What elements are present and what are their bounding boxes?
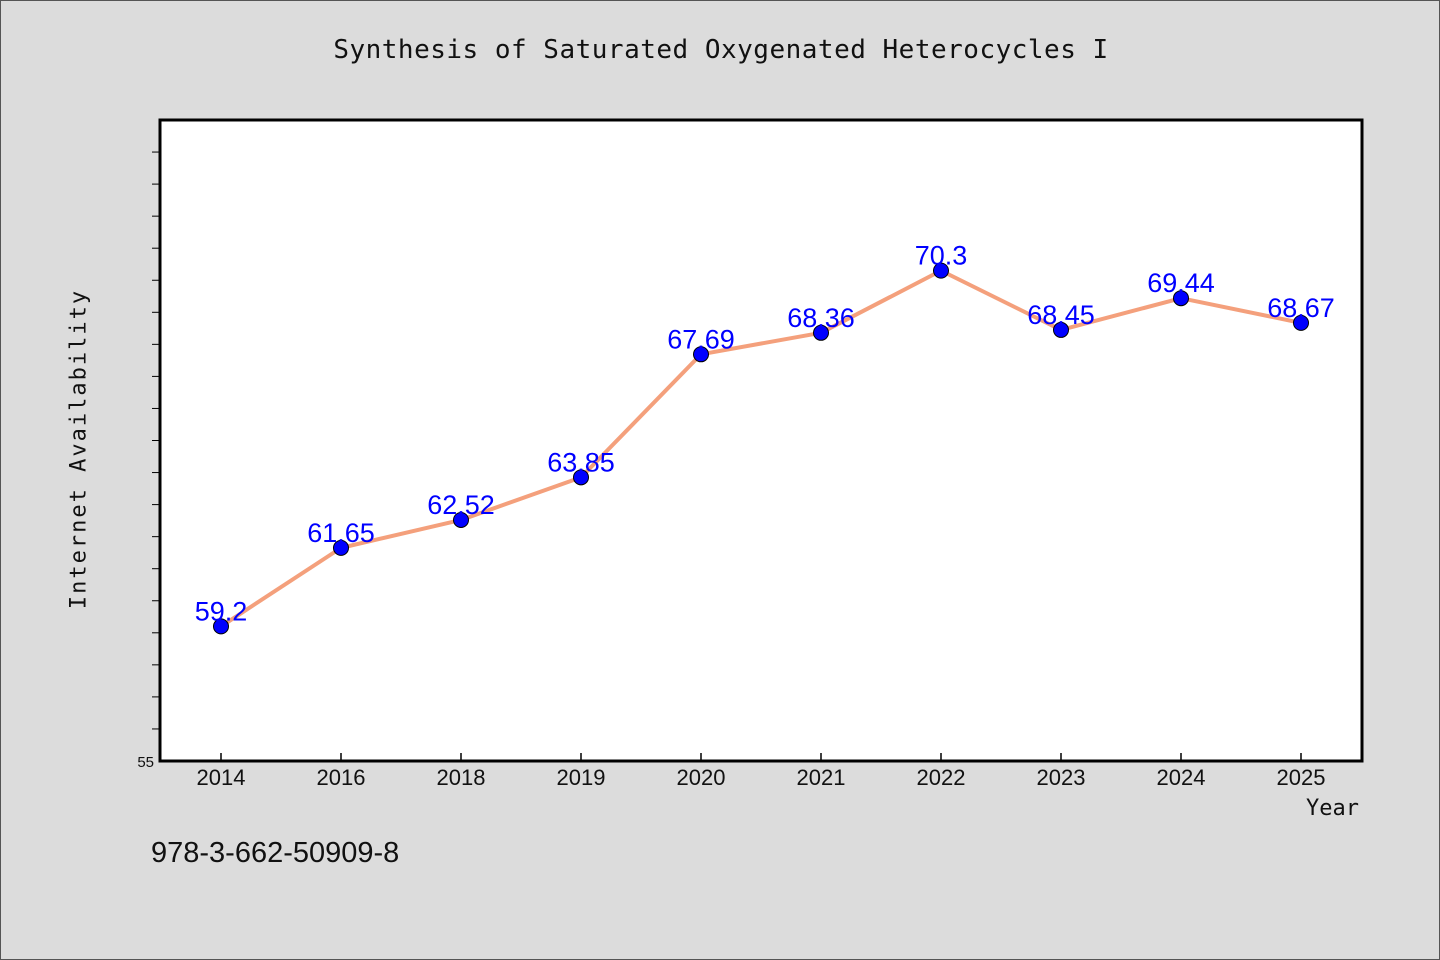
data-point-2021: [813, 324, 829, 341]
data-point-2023: [1053, 321, 1069, 338]
data-point-2024: [1173, 290, 1189, 307]
x-tick-label-2016: 2016: [317, 765, 366, 790]
data-label-2022: 70.3: [915, 241, 968, 271]
chart-title: Synthesis of Saturated Oxygenated Hetero…: [333, 35, 1109, 65]
data-label-2025: 68.67: [1267, 293, 1335, 323]
data-label-2018: 62.52: [427, 490, 495, 520]
data-point-2020: [693, 346, 709, 363]
data-point-2025: [1293, 314, 1309, 331]
data-label-2014: 59.2: [195, 596, 248, 626]
data-label-2024: 69.44: [1147, 268, 1215, 298]
data-point-2022: [933, 262, 949, 279]
data-point-2016: [333, 539, 349, 556]
data-label-2021: 68.36: [787, 303, 855, 333]
x-tick-label-2025: 2025: [1277, 765, 1326, 790]
series-line-0: [219, 268, 1302, 629]
x-tick-label-2020: 2020: [677, 765, 726, 790]
data-label-2023: 68.45: [1027, 300, 1095, 330]
x-axis-ticks: 2014 2016 2018 2019 2020 2021 2022 2023 2024 2025: [197, 753, 1326, 790]
data-label-2019: 63.85: [547, 447, 615, 477]
isbn-text: 978-3-662-50909-8: [151, 837, 400, 869]
data-label-2016: 61.65: [307, 518, 375, 548]
x-tick-label-2024: 2024: [1157, 765, 1206, 790]
x-tick-label-2022: 2022: [917, 765, 966, 790]
data-point-2018: [453, 511, 469, 528]
series-lines: [219, 268, 1302, 629]
x-tick-label-2021: 2021: [797, 765, 846, 790]
x-tick-label-2023: 2023: [1037, 765, 1086, 790]
x-tick-label-2014: 2014: [197, 765, 246, 790]
x-axis-label: Year: [1306, 796, 1359, 821]
series-points: [213, 262, 1309, 635]
y-axis-ticks: 55: [137, 151, 159, 771]
data-label-2020: 67.69: [667, 324, 735, 354]
y-tick-label: 55: [137, 754, 154, 771]
data-point-2014: [213, 618, 229, 635]
data-point-2019: [573, 469, 589, 486]
x-tick-label-2018: 2018: [437, 765, 486, 790]
x-tick-label-2019: 2019: [557, 765, 606, 790]
series-labels: 59.2 61.65 62.52 63.85 67.69 68.36 70.3 68.45 69…: [195, 241, 1335, 627]
plot-area: [158, 118, 1364, 763]
